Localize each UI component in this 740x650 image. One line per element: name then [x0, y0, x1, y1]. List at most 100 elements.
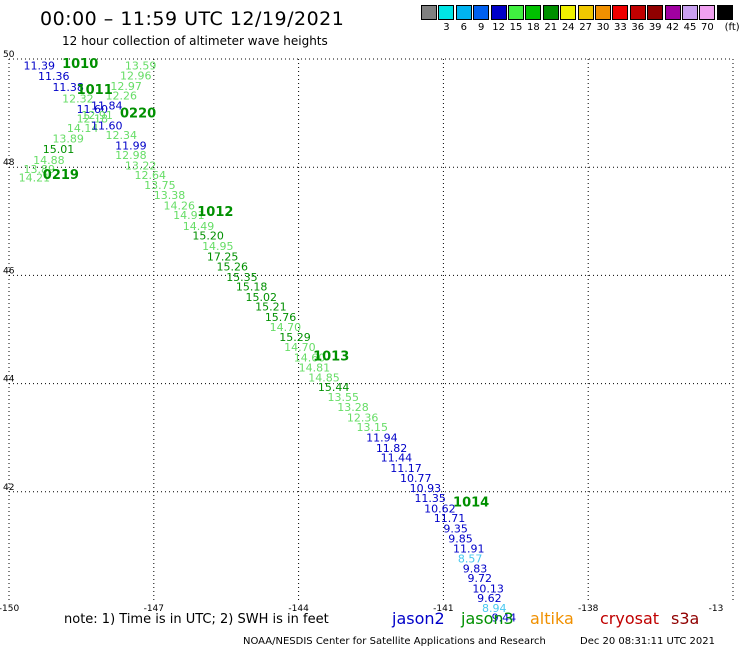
wave-height-label: 13.89 — [52, 132, 84, 145]
satellite-name: altika — [530, 609, 574, 628]
observation-labels: 11.3911.3611.3812.3211.6012.1814.1413.89… — [19, 59, 517, 624]
color-scale-label: 70 — [701, 22, 714, 33]
page-title: 00:00 – 11:59 UTC 12/19/2021 — [40, 8, 345, 30]
time-label: 1011 — [77, 83, 113, 98]
color-scale-label: 18 — [527, 22, 540, 33]
color-swatch — [577, 5, 594, 20]
wave-height-label: 14.26 — [163, 199, 195, 212]
color-swatch — [716, 5, 733, 20]
credit-line: NOAA/NESDIS Center for Satellite Applica… — [243, 636, 546, 647]
lon-tick-label: -144 — [288, 604, 309, 614]
color-swatch — [455, 5, 472, 20]
wave-height-label: 9.44 — [492, 612, 516, 625]
wave-height-label: 12.97 — [110, 80, 142, 93]
wave-height-label: 11.36 — [38, 70, 70, 83]
wave-height-label: 14.70 — [270, 321, 302, 334]
generation-timestamp: Dec 20 08:31:11 UTC 2021 — [580, 636, 715, 647]
color-scale-label: 6 — [460, 22, 467, 33]
wave-height-label: 9.62 — [477, 592, 502, 605]
time-labels: 1010 1011 0220 0219 1012 1013 1014 — [43, 57, 489, 510]
wave-height-label: 9.85 — [448, 533, 473, 546]
color-swatch — [612, 5, 629, 20]
wave-height-label: 9.35 — [443, 522, 468, 535]
wave-height-label: 13.75 — [144, 179, 176, 192]
wave-height-label: 12.64 — [134, 169, 166, 182]
wave-height-label: 12.34 — [106, 129, 137, 142]
wave-height-label: 14.21 — [19, 171, 51, 184]
wave-height-label: 15.76 — [265, 311, 297, 324]
color-scale-label: 21 — [544, 22, 558, 33]
latitude-tick-labels: 42 44 46 48 50 — [3, 50, 15, 493]
lat-tick-label: 46 — [3, 266, 15, 276]
wave-height-label: 13.55 — [328, 391, 360, 404]
wave-height-label: 11.99 — [115, 139, 147, 152]
color-swatch — [421, 5, 437, 20]
wave-height-label: 8.57 — [458, 553, 483, 566]
wave-height-label: 11.17 — [390, 462, 422, 475]
lon-tick-label: -138 — [578, 604, 599, 614]
wave-height-label: 15.02 — [246, 291, 277, 304]
wave-height-label: 14.85 — [308, 371, 340, 384]
gridlines — [8, 58, 734, 600]
time-label: 0219 — [43, 168, 79, 183]
wave-height-label: 11.38 — [52, 81, 84, 94]
wave-height-label: 10.13 — [472, 582, 504, 595]
wave-height-label: 12.18 — [77, 112, 109, 125]
wave-height-label: 12.26 — [106, 90, 137, 103]
wave-height-label: 14.60 — [294, 351, 326, 364]
color-scale-label: 39 — [648, 22, 662, 33]
wave-height-label: 11.39 — [23, 59, 55, 72]
wave-height-label: 11.94 — [366, 431, 398, 444]
wave-height-label: 11.71 — [434, 512, 466, 525]
color-scale-label: 42 — [666, 22, 679, 33]
color-swatch — [508, 5, 524, 20]
time-label: 0220 — [120, 106, 156, 121]
color-swatch — [595, 5, 611, 20]
color-scale-label: 12 — [492, 22, 505, 33]
color-scale-unit: (ft) — [724, 22, 740, 33]
wave-height-label: 11.82 — [376, 442, 408, 455]
wave-height-label: 12.32 — [62, 92, 94, 105]
wave-height-label: 13.89 — [23, 163, 55, 176]
color-scale-label: 45 — [683, 22, 697, 33]
satellite-name: jason2 — [392, 609, 445, 628]
color-scale-label: 24 — [561, 22, 575, 33]
color-swatch — [664, 5, 681, 20]
wave-height-label: 14.14 — [67, 122, 99, 135]
wave-height-label: 15.18 — [236, 281, 268, 294]
time-label: 1012 — [197, 205, 233, 220]
wave-height-label: 13.15 — [357, 421, 389, 434]
wave-height-label: 10.77 — [400, 472, 432, 485]
time-label: 1014 — [453, 495, 489, 510]
color-scale-label: 3 — [443, 22, 450, 33]
wave-height-label: 9.72 — [468, 572, 493, 585]
color-swatch — [682, 5, 698, 20]
wave-height-label: 15.26 — [217, 261, 249, 274]
wave-height-label: 15.29 — [279, 331, 311, 344]
time-label: 1013 — [313, 349, 349, 364]
lat-tick-label: 48 — [3, 158, 15, 168]
wave-height-label: 11.91 — [453, 542, 485, 555]
color-scale-label: 30 — [596, 22, 610, 33]
wave-height-label: 11.84 — [91, 99, 123, 112]
color-scale-label: 9 — [478, 22, 485, 33]
lon-tick-label: -147 — [144, 604, 164, 614]
satellite-name: jason3 — [461, 609, 514, 628]
wave-height-label: 15.44 — [318, 381, 350, 394]
color-swatch — [699, 5, 716, 20]
color-scale-label: 33 — [614, 22, 627, 33]
wave-height-label: 14.91 — [173, 209, 205, 222]
wave-height-label: 12.36 — [347, 411, 379, 424]
wave-height-label: 12.91 — [81, 109, 113, 122]
wave-height-label: 11.60 — [91, 119, 123, 132]
lat-tick-label: 42 — [3, 483, 14, 493]
wave-height-label: 12.98 — [115, 149, 147, 162]
wave-height-label: 10.62 — [424, 502, 456, 515]
color-swatch — [525, 5, 542, 20]
color-swatch — [490, 5, 507, 20]
satellite-name: cryosat — [600, 609, 660, 628]
color-swatch — [438, 5, 455, 20]
page-subtitle: 12 hour collection of altimeter wave hei… — [62, 34, 328, 48]
color-swatch — [560, 5, 577, 20]
